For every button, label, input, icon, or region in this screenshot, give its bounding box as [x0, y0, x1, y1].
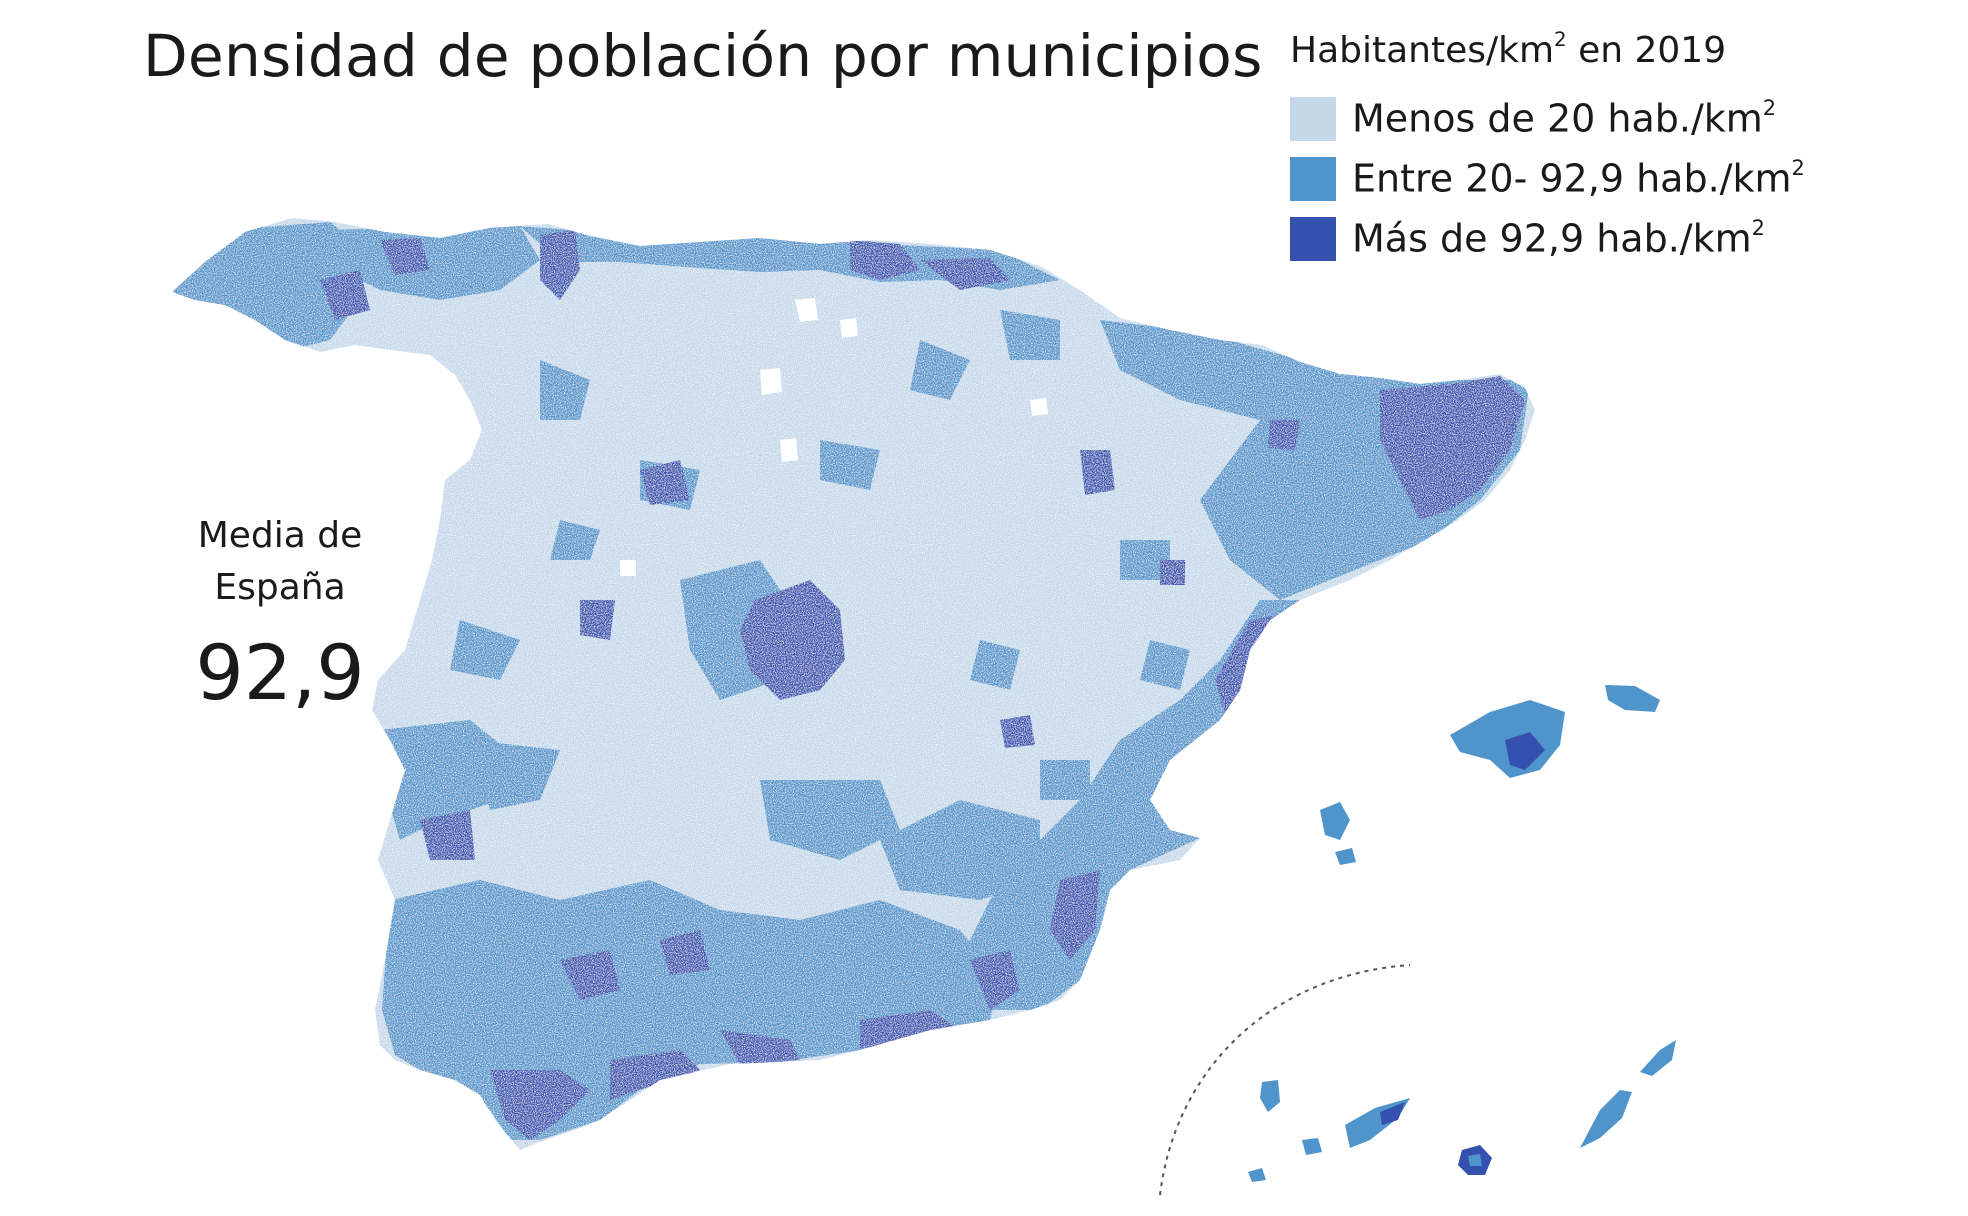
- island-ibiza: [1320, 802, 1350, 840]
- legend-title: Habitantes/km2 en 2019: [1290, 28, 1727, 71]
- island-la-palma: [1260, 1080, 1280, 1112]
- map-title: Densidad de población por municipios: [143, 22, 1263, 90]
- legend-label-low: Menos de 20 hab./km2: [1352, 96, 1777, 142]
- island-menorca: [1605, 685, 1660, 712]
- balearic-islands: [1320, 685, 1660, 865]
- average-value: 92,9: [195, 628, 365, 717]
- island-el-hierro: [1248, 1168, 1266, 1182]
- legend-swatch-low: [1290, 96, 1336, 141]
- average-label-line1: Media de: [197, 515, 363, 556]
- legend-swatch-medium: [1290, 156, 1336, 201]
- no-data-patches: [620, 298, 1048, 576]
- island-la-gomera: [1302, 1138, 1322, 1155]
- legend-swatch-high: [1290, 216, 1336, 261]
- island-fuerteventura: [1580, 1090, 1632, 1148]
- legend-item-medium: Entre 20- 92,9 hab./km2: [1290, 151, 1950, 207]
- island-mallorca: [1450, 700, 1565, 778]
- legend-label-high: Más de 92,9 hab./km2: [1352, 216, 1765, 262]
- spain-average: Media de España 92,9: [180, 510, 380, 717]
- average-label-line2: España: [214, 567, 346, 608]
- legend: Habitantes/km2 en 2019 Menos de 20 hab./…: [1290, 28, 1950, 271]
- legend-item-high: Más de 92,9 hab./km2: [1290, 211, 1950, 267]
- island-tenerife-dense: [1380, 1102, 1405, 1125]
- island-gran-canaria-inner: [1468, 1154, 1482, 1166]
- legend-label-medium: Entre 20- 92,9 hab./km2: [1352, 156, 1805, 202]
- island-formentera: [1335, 848, 1356, 865]
- peninsula: [172, 218, 1535, 1150]
- medium-density-regions: [172, 222, 1530, 1140]
- legend-item-low: Menos de 20 hab./km2: [1290, 91, 1950, 147]
- canary-separator: [1159, 964, 1411, 1196]
- island-mallorca-center: [1505, 732, 1545, 770]
- island-lanzarote: [1640, 1040, 1676, 1076]
- canary-islands: [1248, 1040, 1676, 1182]
